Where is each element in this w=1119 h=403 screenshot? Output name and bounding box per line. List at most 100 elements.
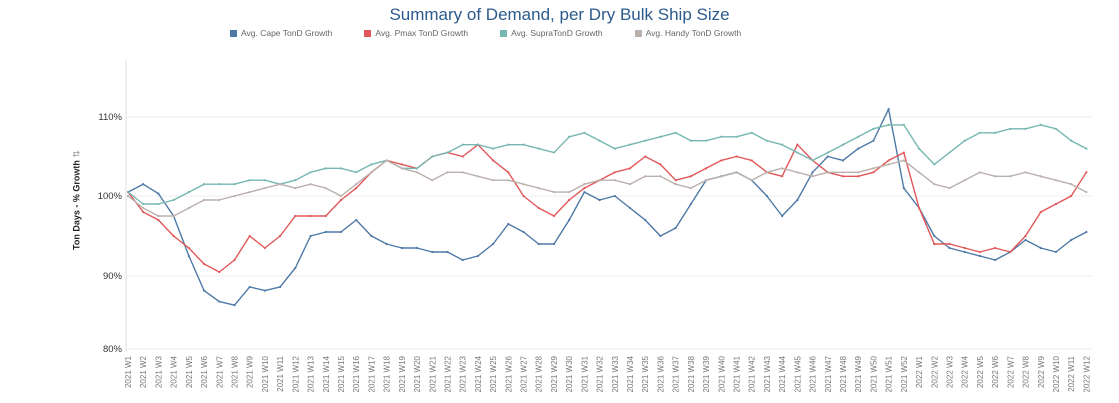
data-point[interactable]	[781, 175, 784, 178]
data-point[interactable]	[568, 190, 571, 194]
data-point[interactable]	[370, 163, 373, 166]
data-point[interactable]	[841, 171, 845, 174]
data-point[interactable]	[628, 183, 632, 186]
data-point[interactable]	[811, 159, 814, 162]
data-point[interactable]	[522, 230, 525, 234]
data-point[interactable]	[552, 214, 556, 218]
data-point[interactable]	[218, 270, 221, 274]
data-point[interactable]	[187, 190, 190, 194]
series-line-3[interactable]	[127, 124, 1087, 205]
data-point[interactable]	[233, 183, 236, 186]
data-point[interactable]	[339, 230, 343, 234]
data-point[interactable]	[933, 183, 936, 186]
data-point[interactable]	[1009, 250, 1012, 254]
data-point[interactable]	[902, 151, 905, 154]
data-point[interactable]	[415, 246, 419, 250]
data-point[interactable]	[263, 289, 267, 292]
data-point[interactable]	[522, 143, 525, 146]
data-point[interactable]	[263, 179, 267, 182]
data-point[interactable]	[963, 179, 966, 182]
data-point[interactable]	[689, 187, 692, 190]
data-point[interactable]	[537, 242, 540, 246]
data-point[interactable]	[994, 131, 997, 134]
legend-item-3[interactable]: Avg. SupraTonD Growth	[500, 27, 603, 39]
data-point[interactable]	[172, 214, 175, 218]
data-point[interactable]	[1039, 123, 1042, 126]
data-point[interactable]	[476, 254, 479, 258]
data-point[interactable]	[339, 198, 343, 202]
data-point[interactable]	[689, 175, 692, 178]
data-point[interactable]	[583, 187, 586, 190]
data-point[interactable]	[583, 131, 586, 134]
data-point[interactable]	[187, 206, 190, 210]
data-point[interactable]	[202, 183, 206, 186]
data-point[interactable]	[385, 242, 388, 246]
data-point[interactable]	[704, 167, 708, 170]
data-point[interactable]	[355, 187, 358, 190]
data-point[interactable]	[963, 250, 966, 254]
data-point[interactable]	[492, 242, 495, 246]
data-point[interactable]	[872, 127, 875, 130]
data-point[interactable]	[628, 167, 632, 170]
data-point[interactable]	[720, 135, 723, 138]
data-point[interactable]	[507, 222, 510, 226]
data-point[interactable]	[537, 147, 540, 150]
data-point[interactable]	[887, 108, 890, 111]
data-point[interactable]	[157, 202, 160, 206]
data-point[interactable]	[446, 250, 449, 254]
data-point[interactable]	[1070, 183, 1073, 186]
data-point[interactable]	[157, 214, 160, 218]
data-point[interactable]	[476, 143, 479, 146]
data-point[interactable]	[1070, 194, 1073, 198]
data-point[interactable]	[126, 194, 130, 198]
data-point[interactable]	[522, 194, 525, 198]
data-point[interactable]	[796, 171, 799, 174]
data-point[interactable]	[689, 202, 692, 206]
data-point[interactable]	[1085, 230, 1088, 234]
data-point[interactable]	[126, 190, 130, 194]
data-point[interactable]	[355, 218, 358, 222]
data-point[interactable]	[172, 198, 175, 202]
data-point[interactable]	[157, 192, 160, 195]
data-point[interactable]	[750, 131, 753, 134]
data-point[interactable]	[522, 183, 525, 186]
data-point[interactable]	[248, 190, 251, 194]
data-point[interactable]	[309, 171, 312, 174]
data-point[interactable]	[187, 254, 190, 258]
data-point[interactable]	[1024, 238, 1027, 242]
data-point[interactable]	[400, 167, 403, 170]
data-point[interactable]	[324, 187, 327, 190]
data-point[interactable]	[1070, 139, 1073, 142]
data-point[interactable]	[735, 135, 738, 138]
data-point[interactable]	[568, 218, 571, 222]
data-point[interactable]	[1054, 202, 1058, 206]
data-point[interactable]	[750, 159, 753, 162]
data-point[interactable]	[644, 139, 647, 142]
data-point[interactable]	[917, 206, 921, 210]
data-point[interactable]	[659, 234, 662, 238]
data-point[interactable]	[294, 187, 297, 190]
data-point[interactable]	[598, 179, 601, 182]
data-point[interactable]	[492, 159, 495, 162]
data-point[interactable]	[1009, 127, 1012, 130]
data-point[interactable]	[1085, 171, 1088, 174]
data-point[interactable]	[187, 246, 190, 250]
data-point[interactable]	[796, 198, 799, 202]
data-point[interactable]	[781, 214, 784, 218]
data-point[interactable]	[355, 171, 358, 174]
data-point[interactable]	[142, 183, 145, 186]
data-point[interactable]	[765, 171, 769, 174]
data-point[interactable]	[735, 155, 738, 158]
data-point[interactable]	[339, 194, 343, 198]
data-point[interactable]	[781, 143, 784, 146]
data-point[interactable]	[872, 139, 875, 142]
data-point[interactable]	[1009, 175, 1012, 178]
data-point[interactable]	[674, 226, 677, 230]
data-point[interactable]	[963, 139, 966, 142]
data-point[interactable]	[1024, 127, 1027, 130]
data-point[interactable]	[248, 285, 251, 289]
data-point[interactable]	[689, 139, 692, 142]
data-point[interactable]	[355, 183, 358, 186]
data-point[interactable]	[674, 179, 677, 182]
data-point[interactable]	[857, 147, 860, 150]
